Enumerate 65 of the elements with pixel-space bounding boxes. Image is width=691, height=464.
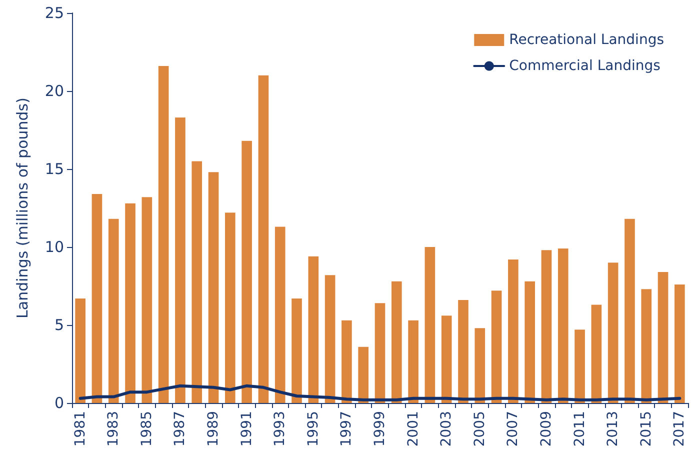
bar bbox=[491, 290, 502, 403]
x-tick-label: 1987 bbox=[172, 411, 188, 447]
bar bbox=[641, 289, 652, 403]
bar bbox=[458, 300, 468, 403]
y-tick-label: 5 bbox=[54, 316, 64, 334]
bar bbox=[574, 330, 585, 403]
bar bbox=[424, 247, 436, 403]
bar bbox=[75, 298, 86, 403]
x-tick-label: 2009 bbox=[538, 411, 554, 447]
bar bbox=[674, 284, 685, 403]
bar bbox=[108, 218, 119, 403]
x-tick-label: 1991 bbox=[238, 411, 255, 447]
y-tick-label: 25 bbox=[44, 4, 64, 22]
bar bbox=[358, 346, 369, 403]
x-tick-label: 2011 bbox=[572, 411, 588, 447]
y-tick-label: 0 bbox=[54, 394, 64, 412]
legend-label: Commercial Landings bbox=[509, 58, 660, 74]
bar bbox=[258, 75, 269, 403]
bar bbox=[274, 226, 286, 403]
bar bbox=[391, 281, 402, 403]
x-tick-label: 2003 bbox=[438, 411, 455, 447]
bar bbox=[474, 328, 486, 403]
bar bbox=[524, 281, 535, 403]
bar bbox=[658, 272, 668, 403]
x-tick-label: 2015 bbox=[638, 411, 654, 447]
x-tick-label: 1989 bbox=[206, 411, 222, 447]
x-tick-label: 2013 bbox=[605, 411, 622, 447]
y-axis-title: Landings (millions of pounds) bbox=[14, 98, 32, 318]
x-tick-label: 1985 bbox=[138, 411, 155, 447]
bar bbox=[158, 66, 169, 403]
bar bbox=[541, 250, 552, 403]
bar bbox=[591, 304, 602, 403]
x-tick-label: 1999 bbox=[372, 411, 388, 447]
x-tick-label: 2005 bbox=[472, 411, 488, 447]
bar bbox=[125, 203, 136, 403]
x-tick-label: 1993 bbox=[272, 411, 288, 447]
bar bbox=[242, 140, 252, 403]
bar bbox=[208, 172, 219, 403]
bar bbox=[508, 259, 518, 403]
legend-label: Recreational Landings bbox=[509, 32, 664, 48]
bar bbox=[142, 197, 152, 403]
y-tick-label: 20 bbox=[44, 82, 64, 100]
bar bbox=[175, 118, 186, 403]
bar bbox=[92, 194, 102, 403]
bar bbox=[408, 320, 418, 403]
bar bbox=[374, 303, 386, 403]
bar bbox=[192, 161, 202, 403]
bar bbox=[308, 256, 319, 403]
bar bbox=[558, 248, 568, 403]
bar bbox=[225, 212, 236, 403]
x-tick-label: 1983 bbox=[106, 411, 122, 447]
x-tick-label: 2007 bbox=[505, 411, 522, 447]
x-tick-label: 1995 bbox=[305, 411, 322, 447]
x-tick-label: 2017 bbox=[672, 411, 688, 447]
bar bbox=[292, 298, 302, 403]
x-tick-label: 1981 bbox=[72, 411, 88, 447]
bar bbox=[342, 320, 352, 403]
bar bbox=[608, 262, 618, 403]
y-tick-label: 15 bbox=[44, 160, 64, 178]
x-tick-label: 2001 bbox=[405, 411, 422, 447]
x-tick-label: 1997 bbox=[338, 411, 355, 447]
bar bbox=[624, 218, 635, 403]
bar bbox=[324, 275, 336, 403]
y-tick-label: 10 bbox=[44, 238, 64, 256]
bar bbox=[441, 316, 452, 403]
